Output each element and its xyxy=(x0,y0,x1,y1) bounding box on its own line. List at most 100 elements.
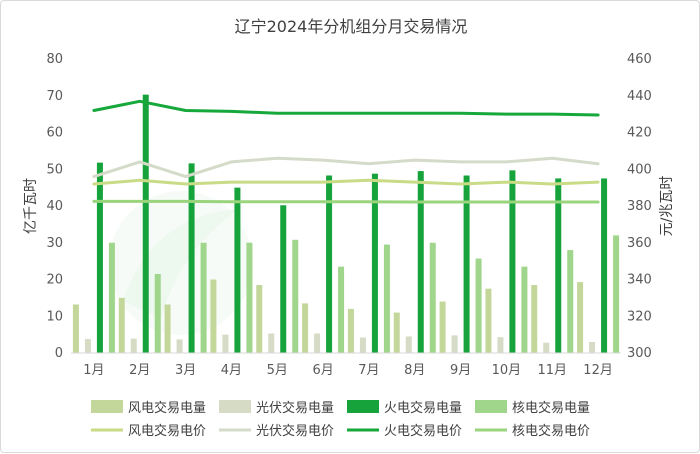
bar-solar-volume xyxy=(359,337,366,353)
legend-label: 核电交易电量 xyxy=(512,400,590,416)
bar-nuclear-volume xyxy=(338,266,345,353)
x-tick-label: 5月 xyxy=(267,363,288,378)
x-tick-label: 6月 xyxy=(312,363,333,378)
watermark xyxy=(109,191,253,335)
bar-solar-volume xyxy=(176,339,183,353)
y-tick-label-left: 10 xyxy=(46,309,63,324)
bar-thermal-volume xyxy=(601,178,608,353)
bar-nuclear-volume xyxy=(567,250,574,353)
bar-nuclear-volume xyxy=(246,242,253,353)
bar-nuclear-volume xyxy=(108,242,115,353)
x-tick-label: 8月 xyxy=(404,363,425,378)
bar-solar-volume xyxy=(222,334,229,353)
legend-label: 核电交易电价 xyxy=(512,423,590,439)
y-tick-label-left: 80 xyxy=(46,52,63,67)
legend-label: 风电交易电价 xyxy=(128,423,206,439)
bar-wind-volume xyxy=(256,285,263,353)
legend-swatch-solar-volume xyxy=(219,400,251,413)
bar-wind-volume xyxy=(439,301,446,353)
bar-solar-volume xyxy=(405,336,412,353)
bar-solar-volume xyxy=(130,338,137,353)
y-tick-label-right: 460 xyxy=(627,52,652,67)
bar-nuclear-volume xyxy=(292,239,299,353)
bar-wind-volume xyxy=(531,285,538,353)
bar-series xyxy=(72,94,620,354)
bar-solar-volume xyxy=(84,339,91,353)
bar-wind-volume xyxy=(210,279,217,353)
bar-thermal-volume xyxy=(463,175,470,353)
bar-nuclear-volume xyxy=(154,273,161,353)
x-tick-label: 7月 xyxy=(358,363,379,378)
bar-wind-volume xyxy=(164,304,171,353)
x-tick-label: 2月 xyxy=(129,363,150,378)
bar-nuclear-volume xyxy=(429,242,436,353)
legend-label: 风电交易电量 xyxy=(128,400,206,416)
bar-solar-volume xyxy=(451,335,458,353)
y-tick-label-right: 380 xyxy=(627,199,652,214)
bar-thermal-volume xyxy=(142,94,149,354)
bar-thermal-volume xyxy=(371,173,378,353)
chart-title: 辽宁2024年分机组分月交易情况 xyxy=(235,17,468,36)
y-tick-label-right: 420 xyxy=(627,126,652,141)
y-tick-label-left: 20 xyxy=(46,273,63,288)
line-solar-price xyxy=(92,156,600,179)
y-tick-label-left: 70 xyxy=(46,89,63,104)
y-tick-label-right: 360 xyxy=(627,236,652,251)
y-tick-label-left: 40 xyxy=(46,199,63,214)
legend-label: 光伏交易电量 xyxy=(256,400,334,416)
x-tick-label: 9月 xyxy=(450,363,471,378)
bar-wind-volume xyxy=(577,282,584,353)
bar-nuclear-volume xyxy=(200,242,207,353)
y-tick-label-right: 440 xyxy=(627,89,652,104)
bar-thermal-volume xyxy=(555,178,562,353)
x-tick-label: 12月 xyxy=(583,363,613,378)
x-tick-label: 1月 xyxy=(83,363,104,378)
legend-label: 光伏交易电价 xyxy=(256,423,334,439)
y-tick-label-right: 340 xyxy=(627,273,652,288)
line-nuclear-price xyxy=(92,199,600,204)
legend-swatch-thermal-volume xyxy=(347,400,379,413)
bar-thermal-volume xyxy=(188,163,195,353)
y-tick-label-right: 400 xyxy=(627,162,652,177)
bar-nuclear-volume xyxy=(383,244,390,353)
bar-nuclear-volume xyxy=(521,266,528,353)
bar-solar-volume xyxy=(543,342,550,353)
bar-thermal-volume xyxy=(234,187,241,353)
line-wind-price xyxy=(92,178,600,186)
legend-label: 火电交易电价 xyxy=(384,423,462,439)
bar-wind-volume xyxy=(118,297,125,353)
bar-thermal-volume xyxy=(417,171,424,353)
x-tick-label: 3月 xyxy=(175,363,196,378)
y-tick-label-left: 50 xyxy=(46,162,63,177)
y-axis-right: 300 320 340 360 380 400 420 440 460 xyxy=(627,52,652,361)
bar-solar-volume xyxy=(314,333,321,353)
bar-wind-volume xyxy=(485,288,492,353)
line-series xyxy=(92,99,600,204)
y-tick-label-left: 30 xyxy=(46,236,63,251)
bar-solar-volume xyxy=(589,341,596,353)
x-tick-label: 10月 xyxy=(492,363,522,378)
line-thermal-price xyxy=(92,99,600,117)
bar-wind-volume xyxy=(302,303,309,353)
bar-solar-volume xyxy=(268,333,275,353)
y-axis-label-left: 亿千瓦时 xyxy=(23,178,39,234)
y-tick-label-left: 0 xyxy=(55,346,63,361)
bar-wind-volume xyxy=(72,304,79,353)
y-tick-label-right: 320 xyxy=(627,309,652,324)
x-axis: 1月 2月 3月 4月 5月 6月 7月 8月 9月 10月 11月 12月 xyxy=(83,363,613,378)
x-tick-label: 11月 xyxy=(537,363,567,378)
bar-thermal-volume xyxy=(96,162,103,353)
legend-swatch-nuclear-volume xyxy=(475,400,507,413)
bar-wind-volume xyxy=(347,308,354,353)
bar-wind-volume xyxy=(393,312,400,353)
bar-thermal-volume xyxy=(280,205,287,353)
y-tick-label-right: 300 xyxy=(627,346,652,361)
bar-thermal-volume xyxy=(326,175,333,353)
bar-solar-volume xyxy=(497,337,504,353)
legend-swatch-wind-volume xyxy=(91,400,123,413)
bar-nuclear-volume xyxy=(475,258,482,353)
y-tick-label-left: 60 xyxy=(46,126,63,141)
